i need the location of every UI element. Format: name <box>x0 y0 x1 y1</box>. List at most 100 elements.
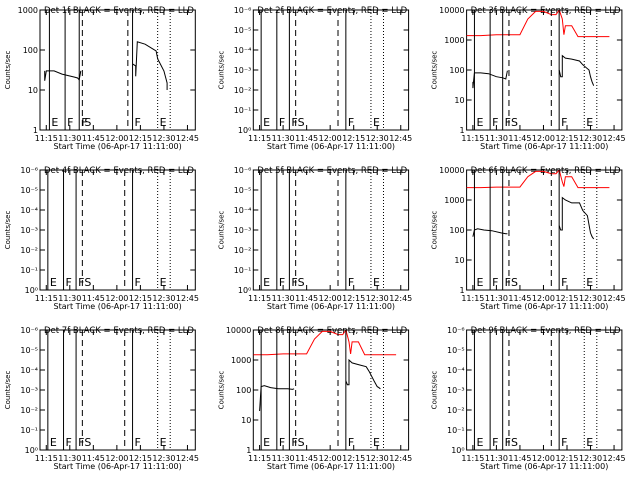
x-tick-label: 11:45 <box>82 134 105 143</box>
y-tick-label: 10 <box>241 416 251 425</box>
event-marker-label: E <box>160 276 167 289</box>
y-tick-label: 100 <box>23 46 38 55</box>
panel-title: Det 5f BLACK = Events, RED = LLD <box>257 166 407 176</box>
event-marker-label: F <box>492 436 498 449</box>
panel-title: Det 2f BLACK = Events, RED = LLD <box>257 6 407 16</box>
x-tick-label: 11:15 <box>461 454 484 463</box>
x-tick-label: 11:30 <box>485 294 508 303</box>
event-marker-label: F <box>135 116 141 129</box>
event-marker-label: S <box>511 276 518 289</box>
x-tick-label: 12:30 <box>579 454 602 463</box>
y-tick-label: 1000 <box>18 6 38 15</box>
y-tick-label: 10⁻¹ <box>20 426 38 435</box>
event-marker-label: E <box>263 116 270 129</box>
event-marker-label: F <box>81 116 87 129</box>
y-tick-label: 10⁰ <box>25 446 38 455</box>
x-tick-label: 12:15 <box>342 294 365 303</box>
x-tick-label: 11:45 <box>508 134 531 143</box>
x-tick-label: 11:30 <box>485 454 508 463</box>
x-axis-label: Start Time (06-Apr-17 11:11:00) <box>54 462 182 471</box>
event-marker-label: F <box>135 436 141 449</box>
event-marker-label: E <box>476 436 483 449</box>
x-axis-label: Start Time (06-Apr-17 11:11:00) <box>480 142 608 151</box>
x-axis-label: Start Time (06-Apr-17 11:11:00) <box>480 302 608 311</box>
y-tick-label: 10⁰ <box>451 446 464 455</box>
event-marker-label: E <box>373 436 380 449</box>
x-tick-label: 11:15 <box>248 454 271 463</box>
y-tick-label: 10⁻³ <box>234 66 252 75</box>
y-tick-label: 100 <box>449 226 464 235</box>
event-marker-label: E <box>263 436 270 449</box>
y-tick-label: 10⁰ <box>238 286 251 295</box>
y-tick-label: 1 <box>460 126 465 135</box>
x-tick-label: 11:15 <box>35 134 58 143</box>
x-tick-label: 12:15 <box>342 134 365 143</box>
y-tick-label: 10⁻² <box>20 246 38 255</box>
y-tick-label: 10⁻⁶ <box>447 326 465 335</box>
y-tick-label: 10⁻⁴ <box>234 206 252 215</box>
event-marker-label: F <box>505 276 511 289</box>
y-tick-label: 10⁻³ <box>20 226 38 235</box>
x-axis-label: Start Time (06-Apr-17 11:11:00) <box>267 462 395 471</box>
panel-title: Det 4f BLACK = Events, RED = LLD <box>44 166 194 176</box>
x-tick-label: 12:00 <box>319 294 342 303</box>
x-tick-label: 11:45 <box>295 294 318 303</box>
panel-title: Det 1f BLACK = Events, RED = LLD <box>44 6 194 16</box>
panel: 1 10 100 1000 11:15 11:30 11:45 12:00 12:15 12:30… <box>4 6 199 151</box>
y-tick-label: 10⁻² <box>447 406 465 415</box>
event-marker-label: F <box>348 276 354 289</box>
y-tick-label: 100 <box>449 66 464 75</box>
y-tick-label: 1 <box>33 126 38 135</box>
y-tick-label: 10⁻⁵ <box>20 186 38 195</box>
y-tick-label: 10 <box>28 86 38 95</box>
x-tick-label: 12:30 <box>366 134 389 143</box>
event-marker-label: F <box>492 116 498 129</box>
events-series-line <box>558 196 595 240</box>
event-marker-label: S <box>84 116 91 129</box>
event-marker-label: S <box>511 436 518 449</box>
event-marker-label: S <box>298 116 305 129</box>
event-marker-label: E <box>50 276 57 289</box>
x-tick-label: 12:45 <box>176 454 199 463</box>
x-tick-label: 11:45 <box>82 294 105 303</box>
x-tick-label: 11:15 <box>35 294 58 303</box>
x-tick-label: 11:45 <box>82 454 105 463</box>
event-marker-label: E <box>476 116 483 129</box>
event-marker-label: F <box>66 276 72 289</box>
y-axis-label: Counts/sec <box>431 51 439 90</box>
y-tick-label: 1 <box>460 286 465 295</box>
x-tick-label: 12:30 <box>366 454 389 463</box>
y-tick-label: 10 <box>454 96 464 105</box>
event-marker-label: S <box>298 276 305 289</box>
y-axis-label: Counts/sec <box>217 371 225 410</box>
event-marker-label: E <box>263 276 270 289</box>
y-tick-label: 10⁻⁶ <box>234 166 252 175</box>
x-axis-label: Start Time (06-Apr-17 11:11:00) <box>54 302 182 311</box>
x-tick-label: 12:00 <box>105 454 128 463</box>
y-tick-label: 10⁻⁵ <box>234 26 252 35</box>
x-tick-label: 12:45 <box>176 294 199 303</box>
event-marker-label: F <box>561 116 567 129</box>
event-marker-label: F <box>78 276 84 289</box>
y-axis-label: Counts/sec <box>217 51 225 90</box>
y-axis-label: Counts/sec <box>4 211 12 250</box>
x-axis-label: Start Time (06-Apr-17 11:11:00) <box>54 142 182 151</box>
event-marker-label: S <box>84 436 91 449</box>
plot-frame <box>39 9 196 131</box>
x-tick-label: 11:30 <box>485 134 508 143</box>
y-tick-label: 10⁻⁶ <box>20 166 38 175</box>
y-tick-label: 10⁻⁵ <box>234 186 252 195</box>
panel: 10⁰ 10⁻¹ 10⁻² 10⁻³ 10⁻⁴ 10⁻⁵ 10⁻⁶ 11:15 11:30 11:… <box>4 166 199 311</box>
x-tick-label: 11:45 <box>295 454 318 463</box>
x-tick-label: 12:30 <box>152 294 175 303</box>
event-marker-label: F <box>135 276 141 289</box>
y-tick-label: 10⁻⁶ <box>20 326 38 335</box>
y-tick-label: 10⁻¹ <box>20 266 38 275</box>
panel: 10⁰ 10⁻¹ 10⁻² 10⁻³ 10⁻⁴ 10⁻⁵ 10⁻⁶ 11:15 11:30 11:… <box>431 326 626 471</box>
event-marker-label: S <box>84 276 91 289</box>
event-marker-label: E <box>586 276 593 289</box>
x-tick-label: 12:00 <box>532 134 555 143</box>
event-marker-label: F <box>279 436 285 449</box>
event-marker-label: E <box>373 116 380 129</box>
y-tick-label: 1000 <box>444 196 464 205</box>
